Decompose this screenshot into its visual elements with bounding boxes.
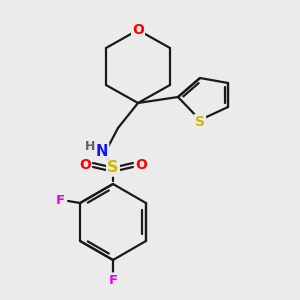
Text: F: F <box>56 194 65 206</box>
Text: S: S <box>107 160 119 175</box>
Text: S: S <box>195 115 205 129</box>
Text: O: O <box>132 23 144 37</box>
Text: H: H <box>85 140 95 152</box>
Text: F: F <box>108 274 118 286</box>
Text: O: O <box>79 158 91 172</box>
Text: O: O <box>135 158 147 172</box>
Text: N: N <box>96 143 108 158</box>
